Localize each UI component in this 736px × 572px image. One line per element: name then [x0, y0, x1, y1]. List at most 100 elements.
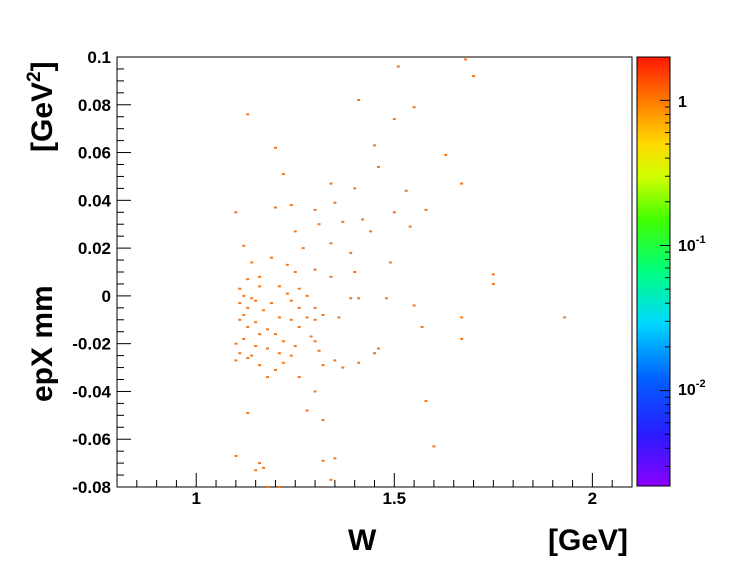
- x-axis-unit: [GeV]: [548, 524, 628, 557]
- data-point: [246, 411, 250, 414]
- data-point: [297, 325, 301, 328]
- data-point: [313, 268, 317, 271]
- data-point: [313, 390, 317, 393]
- data-point: [238, 287, 242, 290]
- data-point: [337, 316, 341, 319]
- data-point: [357, 99, 361, 101]
- data-point: [262, 466, 266, 469]
- data-point: [266, 486, 270, 488]
- data-point: [460, 182, 464, 185]
- data-point: [281, 340, 285, 343]
- data-point: [424, 208, 428, 211]
- y-tick-label: 0.1: [87, 48, 111, 67]
- data-point: [357, 361, 361, 364]
- data-point: [313, 318, 317, 321]
- colorbar-label-0-01: 10-2: [678, 378, 706, 399]
- y-tick-label: -0.06: [72, 430, 111, 449]
- data-point: [262, 309, 266, 312]
- data-point: [258, 333, 262, 336]
- data-point: [464, 58, 468, 61]
- data-point: [273, 333, 277, 336]
- data-point: [254, 345, 258, 348]
- data-point: [238, 302, 242, 305]
- axis-ticks: [116, 56, 633, 488]
- data-point: [242, 244, 246, 247]
- data-point: [266, 376, 270, 379]
- data-point: [384, 297, 388, 300]
- data-point: [281, 173, 285, 176]
- data-point: [270, 302, 273, 305]
- data-point: [234, 211, 238, 214]
- y-tick-label: -0.08: [72, 478, 111, 497]
- data-point: [258, 275, 262, 278]
- y-tick-label: 0.08: [78, 96, 111, 115]
- data-point: [273, 206, 277, 209]
- scatter-points: [234, 58, 567, 488]
- data-point: [250, 261, 254, 264]
- data-point: [404, 189, 408, 192]
- data-point: [254, 321, 258, 324]
- data-point: [491, 273, 495, 276]
- data-point: [250, 297, 254, 300]
- x-tick-label: 1.5: [382, 489, 406, 508]
- data-point: [234, 342, 238, 345]
- data-point: [432, 445, 436, 448]
- data-point: [369, 230, 373, 233]
- data-point: [277, 285, 281, 288]
- data-point: [273, 146, 277, 149]
- data-point: [289, 299, 293, 302]
- y-tick-label: -0.04: [72, 382, 111, 401]
- data-point: [285, 263, 289, 266]
- data-point: [289, 204, 293, 207]
- y-tick-label: 0: [102, 287, 111, 306]
- data-point: [305, 316, 309, 319]
- data-point: [238, 352, 242, 355]
- data-point: [305, 409, 309, 412]
- data-point: [250, 354, 254, 357]
- data-point: [563, 316, 567, 319]
- x-tick-label: 2: [588, 489, 597, 508]
- y-tick-label: 0.06: [78, 144, 111, 163]
- data-point: [321, 364, 325, 367]
- data-point: [246, 357, 250, 359]
- data-point: [313, 340, 317, 343]
- data-point: [321, 459, 325, 462]
- data-point: [329, 478, 333, 481]
- data-point: [317, 223, 321, 226]
- data-point: [396, 65, 400, 68]
- data-point: [301, 247, 305, 250]
- data-point: [388, 261, 392, 264]
- data-point: [420, 325, 424, 328]
- data-point: [242, 294, 246, 297]
- data-point: [460, 316, 464, 319]
- data-point: [246, 325, 250, 328]
- data-point: [270, 256, 273, 259]
- data-point: [333, 359, 337, 362]
- data-point: [309, 335, 313, 338]
- data-point: [329, 242, 333, 245]
- data-point: [297, 376, 301, 379]
- data-point: [341, 220, 345, 223]
- data-point: [258, 285, 262, 288]
- x-axis-title: W: [348, 524, 377, 557]
- data-point: [424, 400, 428, 402]
- data-point: [297, 287, 301, 290]
- plot-frame: [116, 56, 633, 488]
- data-point: [392, 211, 396, 214]
- data-point: [408, 225, 412, 228]
- data-point: [376, 165, 380, 168]
- x-tick-labels: 1 1.5 2: [191, 489, 597, 508]
- data-point: [460, 337, 464, 340]
- data-point: [412, 304, 416, 307]
- data-point: [277, 352, 281, 355]
- y-tick-label: -0.02: [72, 335, 111, 354]
- data-point: [258, 364, 262, 367]
- data-point: [361, 218, 365, 221]
- data-point: [289, 318, 293, 321]
- data-point: [376, 347, 380, 350]
- data-point: [246, 306, 250, 309]
- data-point: [277, 486, 281, 488]
- data-point: [353, 271, 357, 273]
- data-point: [329, 275, 333, 278]
